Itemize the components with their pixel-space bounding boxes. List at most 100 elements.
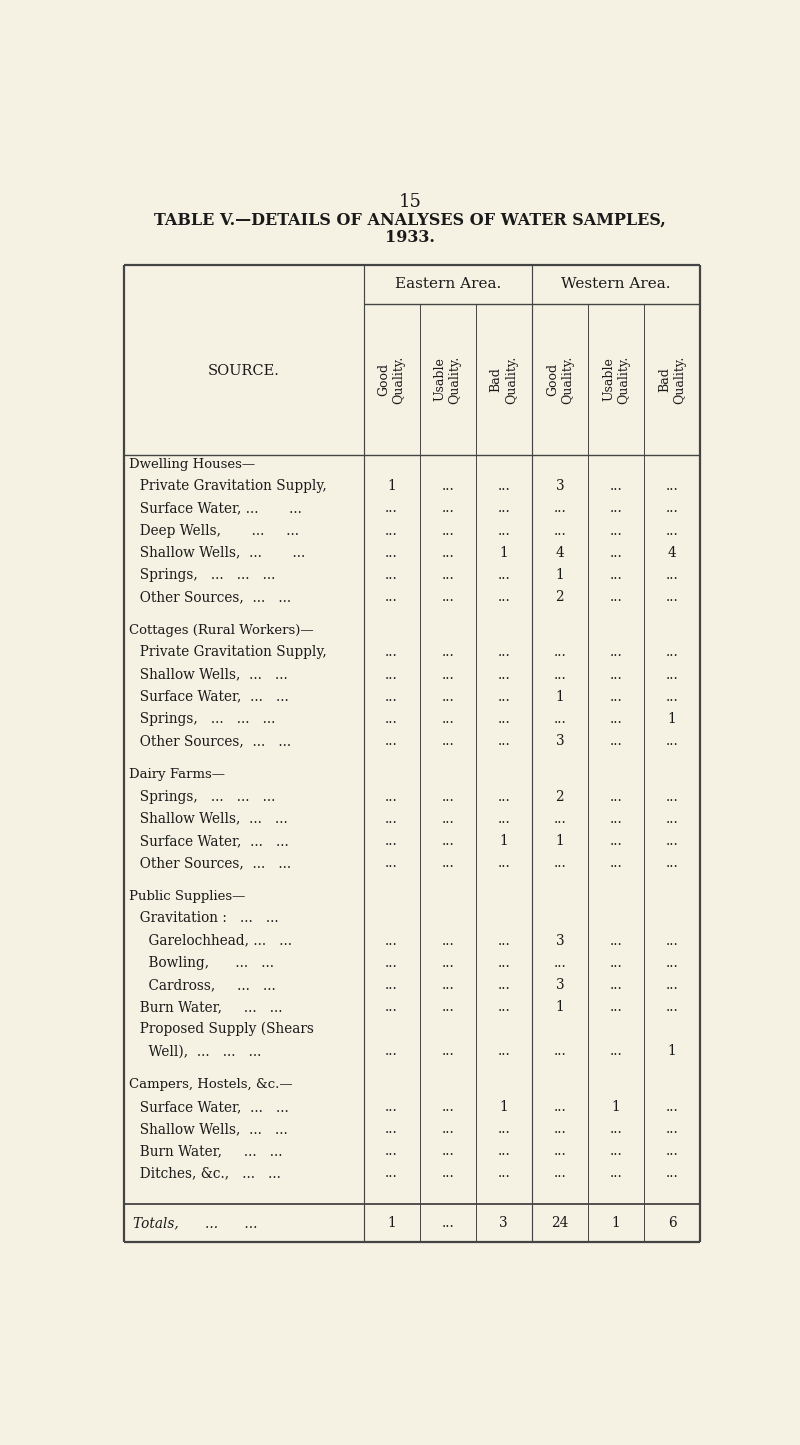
- Text: 1: 1: [555, 834, 564, 848]
- Text: ...: ...: [498, 734, 510, 749]
- Text: 1: 1: [668, 1045, 677, 1058]
- Text: ...: ...: [498, 590, 510, 604]
- Text: Springs,   ...   ...   ...: Springs, ... ... ...: [131, 568, 275, 582]
- Text: 24: 24: [551, 1217, 569, 1230]
- Text: ...: ...: [666, 734, 678, 749]
- Text: 2: 2: [555, 590, 564, 604]
- Text: ...: ...: [442, 1100, 454, 1114]
- Text: ...: ...: [498, 480, 510, 493]
- Text: ...: ...: [498, 668, 510, 682]
- Text: ...: ...: [666, 1000, 678, 1014]
- Text: ...: ...: [442, 734, 454, 749]
- Text: ...: ...: [498, 689, 510, 704]
- Text: ...: ...: [385, 812, 398, 825]
- Text: 3: 3: [555, 480, 564, 493]
- Text: Bad
Quality.: Bad Quality.: [658, 355, 686, 403]
- Text: 4: 4: [555, 546, 564, 559]
- Text: ...: ...: [442, 546, 454, 559]
- Text: TABLE V.—DETAILS OF ANALYSES OF WATER SAMPLES,: TABLE V.—DETAILS OF ANALYSES OF WATER SA…: [154, 211, 666, 228]
- Text: 3: 3: [555, 734, 564, 749]
- Text: ...: ...: [666, 933, 678, 948]
- Text: ...: ...: [554, 712, 566, 725]
- Text: Other Sources,  ...   ...: Other Sources, ... ...: [131, 855, 291, 870]
- Text: Usable
Quality.: Usable Quality.: [602, 355, 630, 403]
- Text: Garelochhead, ...   ...: Garelochhead, ... ...: [131, 933, 292, 948]
- Text: ...: ...: [498, 812, 510, 825]
- Text: ...: ...: [442, 523, 454, 538]
- Text: ...: ...: [385, 668, 398, 682]
- Text: ...: ...: [666, 955, 678, 970]
- Text: Shallow Wells,  ...   ...: Shallow Wells, ... ...: [131, 668, 288, 682]
- Text: ...: ...: [610, 668, 622, 682]
- Text: ...: ...: [666, 1166, 678, 1181]
- Text: Private Gravitation Supply,: Private Gravitation Supply,: [131, 646, 326, 659]
- Text: 1: 1: [499, 1100, 508, 1114]
- Text: ...: ...: [666, 1123, 678, 1136]
- Text: ...: ...: [385, 523, 398, 538]
- Text: ...: ...: [666, 1100, 678, 1114]
- Text: ...: ...: [385, 568, 398, 582]
- Text: ...: ...: [610, 834, 622, 848]
- Text: ...: ...: [442, 480, 454, 493]
- Text: Eastern Area.: Eastern Area.: [394, 277, 501, 292]
- Text: ...: ...: [610, 523, 622, 538]
- Text: ...: ...: [554, 1045, 566, 1058]
- Text: 1: 1: [555, 1000, 564, 1014]
- Text: Cardross,     ...   ...: Cardross, ... ...: [131, 978, 276, 991]
- Text: ...: ...: [666, 855, 678, 870]
- Text: Good
Quality.: Good Quality.: [546, 355, 574, 403]
- Text: Dwelling Houses—: Dwelling Houses—: [129, 458, 254, 471]
- Text: ...: ...: [554, 1100, 566, 1114]
- Text: ...: ...: [498, 978, 510, 991]
- Text: ...: ...: [442, 955, 454, 970]
- Text: ...: ...: [442, 978, 454, 991]
- Text: ...: ...: [385, 646, 398, 659]
- Text: Deep Wells,       ...     ...: Deep Wells, ... ...: [131, 523, 299, 538]
- Text: 1: 1: [555, 689, 564, 704]
- Text: 1: 1: [555, 568, 564, 582]
- Text: ...: ...: [442, 646, 454, 659]
- Text: ...: ...: [554, 1144, 566, 1159]
- Text: ...: ...: [610, 1123, 622, 1136]
- Text: Gravitation :   ...   ...: Gravitation : ... ...: [131, 912, 278, 925]
- Text: ...: ...: [385, 933, 398, 948]
- Text: ...: ...: [498, 955, 510, 970]
- Text: ...: ...: [385, 834, 398, 848]
- Text: ...: ...: [442, 1217, 454, 1230]
- Text: ...: ...: [610, 789, 622, 803]
- Text: Ditches, &c.,   ...   ...: Ditches, &c., ... ...: [131, 1166, 281, 1181]
- Text: ...: ...: [610, 855, 622, 870]
- Text: Surface Water, ...       ...: Surface Water, ... ...: [131, 501, 302, 516]
- Text: Public Supplies—: Public Supplies—: [129, 890, 245, 903]
- Text: ...: ...: [385, 734, 398, 749]
- Text: ...: ...: [442, 1144, 454, 1159]
- Text: ...: ...: [385, 1045, 398, 1058]
- Text: ...: ...: [666, 501, 678, 516]
- Text: ...: ...: [610, 955, 622, 970]
- Text: 1: 1: [668, 712, 677, 725]
- Text: ...: ...: [610, 978, 622, 991]
- Text: Good
Quality.: Good Quality.: [378, 355, 406, 403]
- Text: ...: ...: [498, 789, 510, 803]
- Text: ...: ...: [666, 689, 678, 704]
- Text: ...: ...: [610, 734, 622, 749]
- Text: ...: ...: [610, 1045, 622, 1058]
- Text: ...: ...: [442, 834, 454, 848]
- Text: ...: ...: [666, 812, 678, 825]
- Text: ...: ...: [498, 501, 510, 516]
- Text: ...: ...: [442, 689, 454, 704]
- Text: ...: ...: [554, 1123, 566, 1136]
- Text: ...: ...: [498, 933, 510, 948]
- Text: Surface Water,  ...   ...: Surface Water, ... ...: [131, 1100, 289, 1114]
- Text: ...: ...: [385, 590, 398, 604]
- Text: ...: ...: [554, 1166, 566, 1181]
- Text: ...: ...: [554, 812, 566, 825]
- Text: Proposed Supply (Shears: Proposed Supply (Shears: [131, 1022, 314, 1036]
- Text: ...: ...: [498, 1123, 510, 1136]
- Text: ...: ...: [385, 978, 398, 991]
- Text: ...: ...: [442, 933, 454, 948]
- Text: ...: ...: [610, 480, 622, 493]
- Text: ...: ...: [385, 1144, 398, 1159]
- Text: Well),  ...   ...   ...: Well), ... ... ...: [131, 1045, 262, 1058]
- Text: ...: ...: [385, 855, 398, 870]
